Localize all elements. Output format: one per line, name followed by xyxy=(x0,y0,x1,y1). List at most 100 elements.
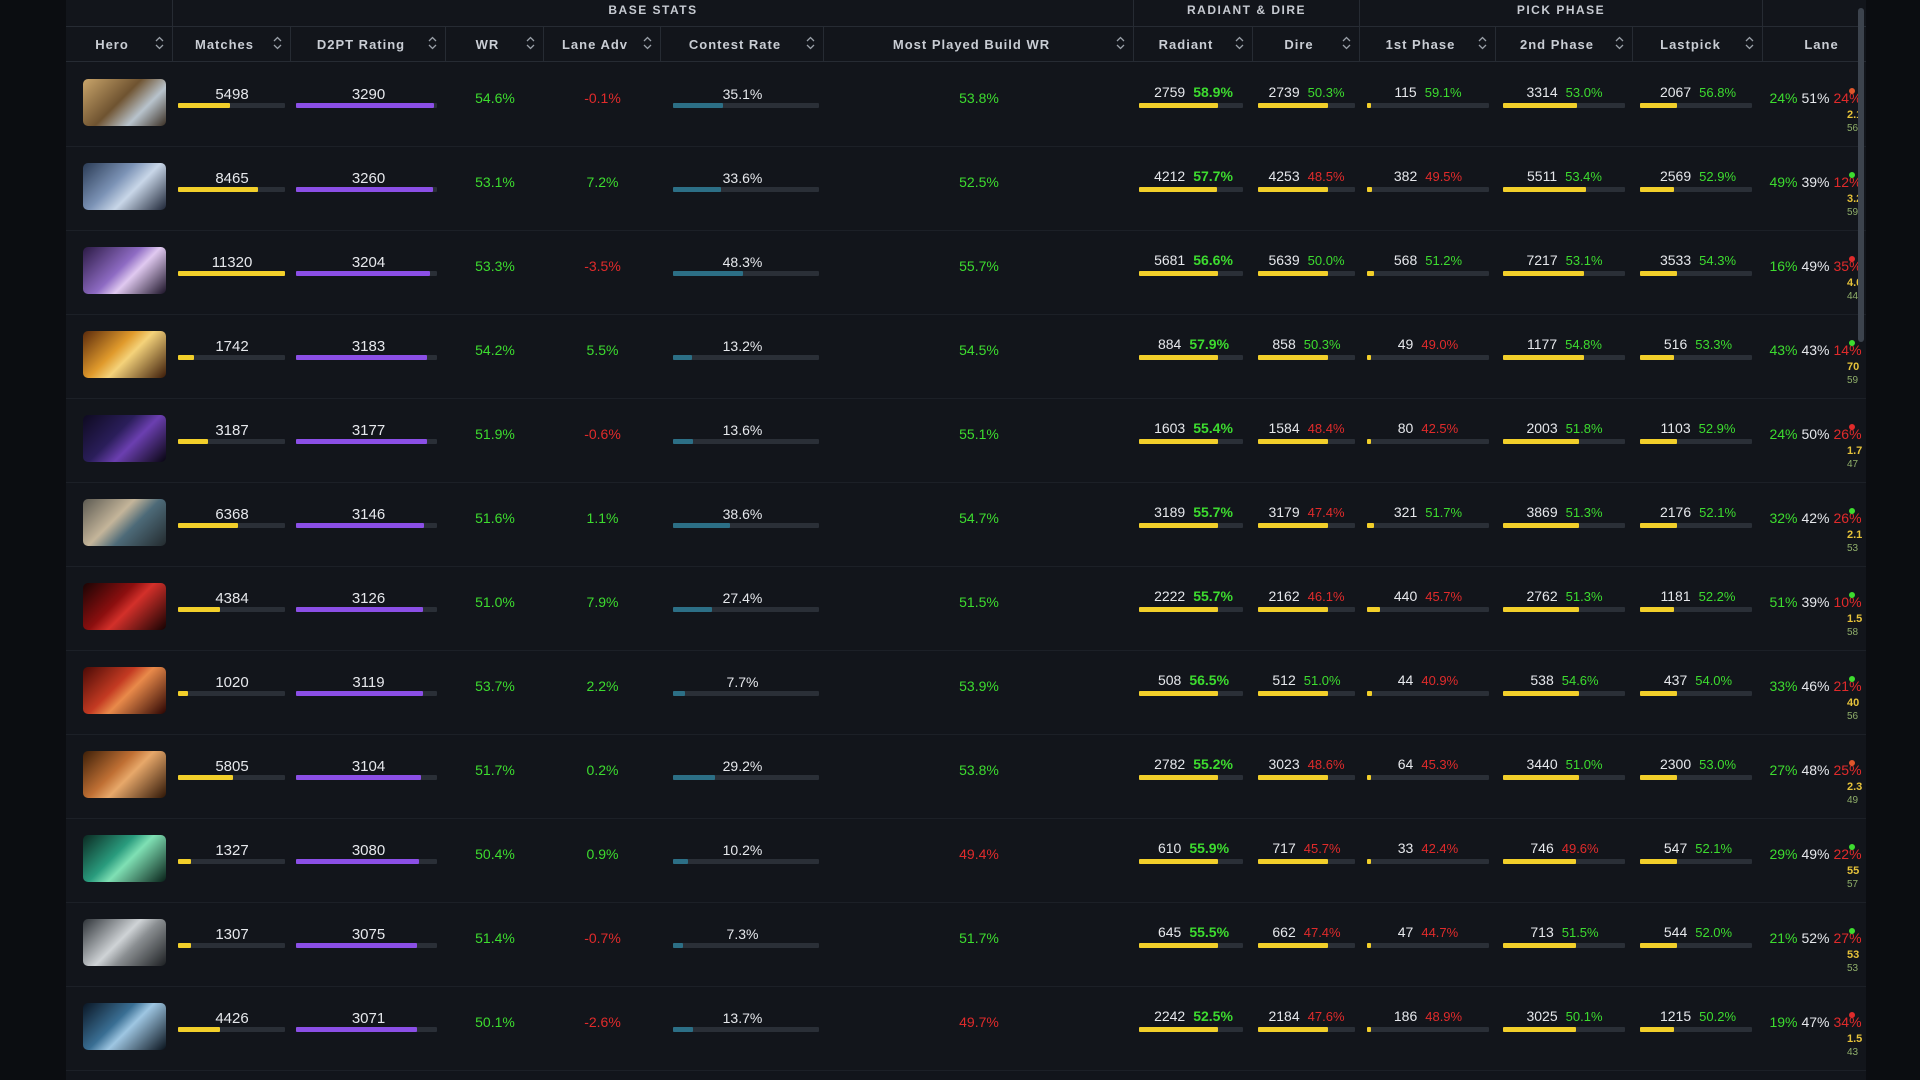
table-row[interactable]: 6368 3146 51.6% 1.1% 38.6% 54.7% 3189 55.7% 3179… xyxy=(66,482,1866,567)
column-header-rating[interactable]: D2PT Rating xyxy=(291,27,446,61)
hero-cell[interactable] xyxy=(66,566,173,650)
dire-cell: 3023 48.6% xyxy=(1253,734,1360,818)
column-header-lane-adv[interactable]: Lane Adv xyxy=(544,27,661,61)
sort-icon[interactable] xyxy=(526,36,535,50)
hero-cell[interactable] xyxy=(66,902,173,986)
blood-beast-hero-portrait[interactable] xyxy=(83,667,166,714)
table-row[interactable]: 5498 3290 54.6% -0.1% 35.1% 53.8% 2759 58.9% 273… xyxy=(66,62,1866,147)
lane-adv-cell: -3.5% xyxy=(544,230,661,314)
lane-win: 16% xyxy=(1769,258,1798,274)
red-demon-hero-portrait[interactable] xyxy=(83,583,166,630)
sort-icon[interactable] xyxy=(643,36,652,50)
column-header-hero[interactable]: Hero xyxy=(66,27,173,61)
phase2-count: 5511 xyxy=(1527,168,1558,184)
blue-hooded-hero-portrait[interactable] xyxy=(83,163,166,210)
sort-icon[interactable] xyxy=(1342,36,1351,50)
hero-cell[interactable] xyxy=(66,230,173,314)
golden-warrior-hero-portrait[interactable] xyxy=(83,331,166,378)
column-header-matches[interactable]: Matches xyxy=(173,27,291,61)
phantom-assassin-hero-portrait[interactable] xyxy=(83,1003,166,1050)
phase1-count: 440 xyxy=(1393,588,1418,604)
sort-icon[interactable] xyxy=(155,36,164,50)
sort-icon[interactable] xyxy=(806,36,815,50)
sort-icon[interactable] xyxy=(1235,36,1244,50)
column-header-lane[interactable]: Lane xyxy=(1763,27,1866,61)
sort-icon[interactable] xyxy=(1478,36,1487,50)
table-row[interactable]: 4384 3126 51.0% 7.9% 27.4% 51.5% 2222 55.7% 2162… xyxy=(66,566,1866,651)
contest-bar-fill xyxy=(673,775,716,780)
pale-knight-hero-portrait[interactable] xyxy=(83,919,166,966)
phase2-winrate: 53.0% xyxy=(1565,85,1603,100)
dire-bar-fill xyxy=(1258,607,1328,612)
dire-count: 4253 xyxy=(1268,168,1300,184)
radiant-bar-track xyxy=(1139,523,1243,528)
radiant-bar-fill xyxy=(1139,691,1219,696)
phase2-winrate: 51.3% xyxy=(1565,505,1603,520)
shadow-creature-hero-portrait[interactable] xyxy=(83,415,166,462)
radiant-winrate: 52.5% xyxy=(1193,1008,1233,1024)
table-row[interactable]: 1020 3119 53.7% 2.2% 7.7% 53.9% 508 56.5% 512 51.… xyxy=(66,650,1866,735)
table-row[interactable]: 3187 3177 51.9% -0.6% 13.6% 55.1% 1603 55.4% 158… xyxy=(66,398,1866,483)
column-header-phase2[interactable]: 2nd Phase xyxy=(1496,27,1633,61)
sort-icon[interactable] xyxy=(428,36,437,50)
lane-adv-cell: -0.7% xyxy=(544,902,661,986)
rating-bar-track xyxy=(296,271,437,276)
lastpick-bar-track xyxy=(1640,523,1752,528)
hero-cell[interactable] xyxy=(66,734,173,818)
vertical-scrollbar[interactable] xyxy=(1858,8,1864,342)
phase2-count: 746 xyxy=(1530,840,1554,856)
wr-value: 51.7% xyxy=(475,762,515,778)
contest-bar-fill xyxy=(673,187,722,192)
table-row[interactable]: 1307 3075 51.4% -0.7% 7.3% 51.7% 645 55.5% 662 47… xyxy=(66,902,1866,987)
lane-draw: 52% xyxy=(1801,930,1830,946)
table-row[interactable]: 11320 3204 53.3% -3.5% 48.3% 55.7% 5681 56.6% 56… xyxy=(66,230,1866,315)
matches-bar-fill xyxy=(178,691,188,696)
column-header-build-wr[interactable]: Most Played Build WR xyxy=(824,27,1134,61)
table-row[interactable]: 4426 3071 50.1% -2.6% 13.7% 49.7% 2242 52.5% 218… xyxy=(66,986,1866,1071)
sort-icon[interactable] xyxy=(1615,36,1624,50)
table-row[interactable]: 1327 3080 50.4% 0.9% 10.2% 49.4% 610 55.9% 717 45… xyxy=(66,818,1866,903)
table-row[interactable]: 5805 3104 51.7% 0.2% 29.2% 53.8% 2782 55.2% 3023… xyxy=(66,734,1866,819)
contest-bar-fill xyxy=(673,1027,694,1032)
column-header-phase1[interactable]: 1st Phase xyxy=(1360,27,1496,61)
rating-value: 3126 xyxy=(351,590,386,607)
table-row[interactable]: 1742 3183 54.2% 5.5% 13.2% 54.5% 884 57.9% 858 50… xyxy=(66,314,1866,399)
hero-cell[interactable] xyxy=(66,482,173,566)
hero-cell[interactable] xyxy=(66,314,173,398)
radiant-winrate: 55.7% xyxy=(1193,504,1233,520)
purple-mystic-hero-portrait[interactable] xyxy=(83,247,166,294)
hero-cell[interactable] xyxy=(66,146,173,230)
radiant-bar-track xyxy=(1139,187,1243,192)
hero-cell[interactable] xyxy=(66,986,173,1070)
column-header-dire[interactable]: Dire xyxy=(1253,27,1360,61)
matches-bar-track xyxy=(178,691,285,696)
sort-icon[interactable] xyxy=(1116,36,1125,50)
radiant-bar-track xyxy=(1139,943,1243,948)
phase1-values: 49 49.0% xyxy=(1360,336,1496,354)
brute-hero-portrait[interactable] xyxy=(83,751,166,798)
green-spirit-hero-portrait[interactable] xyxy=(83,835,166,882)
column-header-radiant[interactable]: Radiant xyxy=(1134,27,1253,61)
rating-cell: 3104 xyxy=(291,734,446,818)
lastpick-bar-track xyxy=(1640,187,1752,192)
armored-hero-portrait[interactable] xyxy=(83,79,166,126)
hero-cell[interactable] xyxy=(66,650,173,734)
dire-values: 662 47.4% xyxy=(1253,924,1360,942)
skull-helmet-hero-portrait[interactable] xyxy=(83,499,166,546)
column-header-contest[interactable]: Contest Rate xyxy=(661,27,824,61)
phase2-values: 538 54.6% xyxy=(1496,672,1633,690)
hero-cell[interactable] xyxy=(66,818,173,902)
sort-icon[interactable] xyxy=(1745,36,1754,50)
lane-win: 29% xyxy=(1769,846,1798,862)
lastpick-winrate: 52.9% xyxy=(1699,169,1737,184)
edge-subvalue: 53 xyxy=(1847,963,1859,974)
hero-cell[interactable] xyxy=(66,398,173,482)
column-header-lastpick[interactable]: Lastpick xyxy=(1633,27,1763,61)
sort-icon[interactable] xyxy=(273,36,282,50)
phase2-winrate: 51.8% xyxy=(1565,421,1603,436)
hero-cell[interactable] xyxy=(66,62,173,146)
table-row[interactable]: 8465 3260 53.1% 7.2% 33.6% 52.5% 4212 57.7% 4253… xyxy=(66,146,1866,231)
matches-bar-track xyxy=(178,439,285,444)
column-header-wr[interactable]: WR xyxy=(446,27,544,61)
dire-bar-fill xyxy=(1258,187,1328,192)
